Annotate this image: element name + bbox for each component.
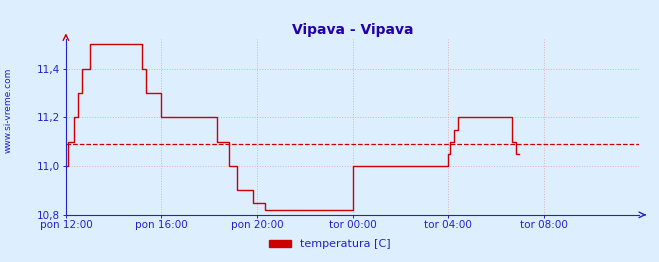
Text: www.si-vreme.com: www.si-vreme.com (3, 67, 13, 153)
Title: Vipava - Vipava: Vipava - Vipava (292, 23, 413, 37)
Legend: temperatura [C]: temperatura [C] (264, 235, 395, 254)
